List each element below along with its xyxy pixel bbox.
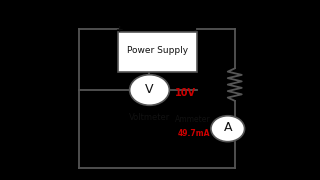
Text: A: A	[223, 121, 232, 134]
Bar	[118, 32, 197, 72]
Text: 49.7mA: 49.7mA	[178, 129, 210, 138]
Text: Power Supply: Power Supply	[127, 46, 188, 55]
Text: 10V: 10V	[175, 88, 196, 98]
Text: Ammeter: Ammeter	[175, 115, 210, 124]
Text: -: -	[193, 25, 197, 35]
Text: +: +	[116, 25, 123, 34]
Circle shape	[211, 116, 244, 142]
Circle shape	[130, 75, 169, 105]
Text: Voltmeter: Voltmeter	[129, 113, 170, 122]
Text: V: V	[145, 83, 154, 96]
